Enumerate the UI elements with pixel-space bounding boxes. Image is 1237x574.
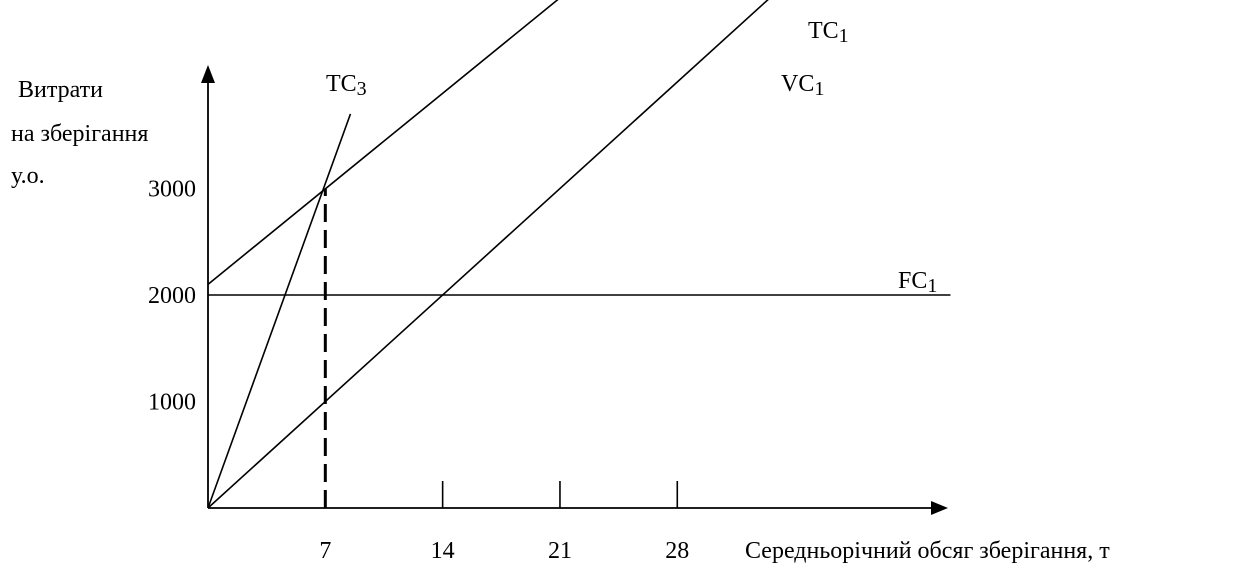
y-tick-label: 1000	[148, 390, 196, 416]
series-lines	[207, 0, 951, 509]
y-axis-label-line: Витрати	[18, 77, 103, 103]
series-label-tc1: TC1	[808, 18, 849, 47]
y-axis-label: Витрати на зберігання у.о.	[11, 77, 148, 189]
x-tick-label: 28	[665, 538, 689, 564]
series-label-fc1: FC1	[898, 268, 937, 297]
x-axis-label: Середньорічний обсяг зберігання, т	[745, 538, 1110, 564]
y-ticks: 1000 2000 3000	[148, 177, 196, 416]
x-tick-label: 7	[319, 538, 331, 564]
axes	[201, 65, 948, 515]
series-line-tc1	[207, 0, 559, 285]
series-labels: TC1 VC1 FC1 TC3	[326, 18, 937, 297]
y-axis-arrow	[201, 65, 215, 83]
series-label-vc1: VC1	[781, 71, 824, 100]
y-axis-label-line: на зберігання	[11, 121, 148, 147]
y-tick-label: 2000	[148, 283, 196, 309]
series-line-tc3	[207, 113, 352, 509]
x-axis-arrow	[931, 501, 948, 515]
y-tick-label: 3000	[148, 177, 196, 203]
x-tick-label: 14	[431, 538, 455, 564]
y-axis-label-line: у.о.	[11, 163, 45, 189]
series-line-vc1	[207, 0, 769, 509]
x-tick-label: 21	[548, 538, 572, 564]
series-label-tc3: TC3	[326, 71, 367, 100]
x-ticks: 7 14 21 28	[319, 481, 689, 564]
